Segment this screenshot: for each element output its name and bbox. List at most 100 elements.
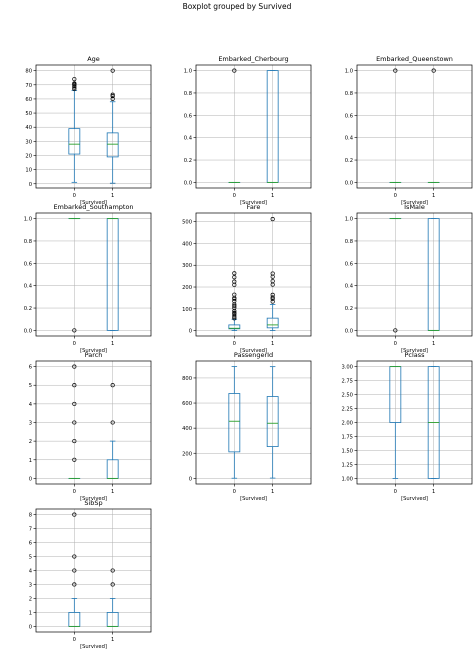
ytick-label: 0.6 <box>24 261 32 267</box>
axes-frame <box>35 508 152 633</box>
box-embarked-queenstown-0 <box>389 68 402 183</box>
x-axis-label: [Survived] <box>80 644 107 650</box>
flier-point <box>72 439 77 444</box>
flier-point <box>232 68 237 73</box>
box-iqr <box>228 393 241 453</box>
box-sibsp-1 <box>106 568 119 627</box>
flier-point <box>110 420 115 425</box>
axes-frame <box>195 64 312 189</box>
flier-point <box>232 303 237 309</box>
flier-point <box>270 295 275 300</box>
box-embarked-southampton-1 <box>106 218 119 331</box>
ytick-label: 70 <box>25 83 32 89</box>
box-embarked-queenstown-1 <box>427 68 440 183</box>
ytick-label: 500 <box>182 220 192 226</box>
x-axis-label: [Survived] <box>80 496 107 502</box>
subplot-title: Embarked_Queenstown <box>376 55 453 63</box>
flier-point <box>232 313 237 318</box>
ytick-label: 2.00 <box>341 421 353 427</box>
xtick-label: 0 <box>394 489 397 495</box>
x-axis-label: [Survived] <box>80 200 107 206</box>
figure-title: Boxplot grouped by Survived <box>182 2 292 11</box>
ytick-label: 1.0 <box>24 217 32 223</box>
x-axis-label: [Survived] <box>401 200 428 206</box>
flier-point <box>270 217 275 222</box>
ytick-label: 10 <box>25 168 32 174</box>
x-axis-label: [Survived] <box>240 496 267 502</box>
axes-frame <box>35 64 152 189</box>
box-iqr <box>266 396 279 447</box>
xtick-label: 0 <box>394 193 397 199</box>
subplot-title: Fare <box>247 203 261 211</box>
ytick-label: 1.00 <box>341 476 353 482</box>
ytick-label: 4 <box>29 569 33 575</box>
ytick-label: 2.50 <box>341 393 353 399</box>
subplot-title: PassengerId <box>234 351 273 359</box>
ytick-label: 1.50 <box>341 448 353 454</box>
subplot-title: Embarked_Cherbourg <box>218 55 288 63</box>
subplot-title: Embarked_Southampton <box>53 203 133 211</box>
xtick-label: 0 <box>233 193 236 199</box>
subplot-embarked-queenstown: 0.0 0.2 0.4 0.6 0.8 1.0 0 1 Embarked_Queenstown [… <box>345 55 473 206</box>
ytick-label: 0.4 <box>345 284 354 290</box>
subplot-embarked-cherbourg: 0.0 0.2 0.4 0.6 0.8 1.0 0 1 Embarked_Cherbourg [S… <box>184 55 312 206</box>
ytick-label: 0.2 <box>345 158 353 164</box>
ytick-label: 2.75 <box>341 379 353 385</box>
xtick-label: 1 <box>432 193 435 199</box>
xtick-label: 0 <box>73 193 76 199</box>
subplot-embarked-southampton: 0.0 0.2 0.4 0.6 0.8 1.0 0 1 Embarked_Southampton… <box>24 203 152 354</box>
xtick-label: 0 <box>233 341 236 347</box>
flier-point <box>110 383 115 388</box>
flier-point <box>72 84 77 89</box>
flier-point <box>72 383 77 388</box>
ytick-label: 3 <box>29 582 32 588</box>
flier-point <box>110 94 115 99</box>
subplot-title: IsMale <box>404 203 425 211</box>
flier-point <box>72 512 77 517</box>
flier-point <box>393 328 398 333</box>
flier-point <box>110 568 115 573</box>
ytick-label: 0.6 <box>345 113 353 119</box>
subplot-pclass: 1.00 1.25 1.50 1.75 2.00 2.25 2.50 2.75 3.00 0 1 Pc… <box>341 351 473 502</box>
ytick-label: 3.00 <box>341 365 353 371</box>
flier-point <box>270 296 275 301</box>
subplot-title: Parch <box>85 351 103 359</box>
ytick-label: 6 <box>29 365 32 371</box>
ytick-label: 0.4 <box>24 284 33 290</box>
flier-point <box>232 310 237 315</box>
subplot-title: Pclass <box>404 351 425 359</box>
box-fare-0 <box>228 271 241 331</box>
box-parch-1 <box>106 383 119 479</box>
box-embarked-cherbourg-1 <box>266 70 279 183</box>
ytick-label: 3 <box>29 421 32 427</box>
flier-point <box>72 81 77 86</box>
subplot-title: Age <box>87 55 100 63</box>
x-axis-label: [Survived] <box>240 348 267 354</box>
axes-frame <box>195 212 312 337</box>
box-iqr <box>228 324 241 330</box>
ytick-label: 40 <box>25 125 32 131</box>
flier-point <box>110 582 115 587</box>
ytick-label: 0.4 <box>184 136 193 142</box>
flier-point <box>72 568 77 573</box>
flier-point <box>72 77 77 82</box>
flier-point <box>72 457 77 462</box>
ytick-label: 0.0 <box>24 328 32 334</box>
flier-point <box>270 292 275 297</box>
box-age-0 <box>68 77 81 183</box>
ytick-label: 0.2 <box>24 306 32 312</box>
ytick-label: 0 <box>29 476 32 482</box>
flier-point <box>72 582 77 587</box>
x-axis-label: [Survived] <box>80 348 107 354</box>
ytick-label: 200 <box>182 451 192 457</box>
axes-frame <box>356 212 473 337</box>
box-embarked-cherbourg-0 <box>228 68 241 183</box>
axes-frame <box>195 360 312 485</box>
ytick-label: 0.8 <box>345 239 353 245</box>
flier-point <box>110 92 115 97</box>
ytick-label: 0 <box>189 329 192 335</box>
xtick-label: 1 <box>271 193 274 199</box>
